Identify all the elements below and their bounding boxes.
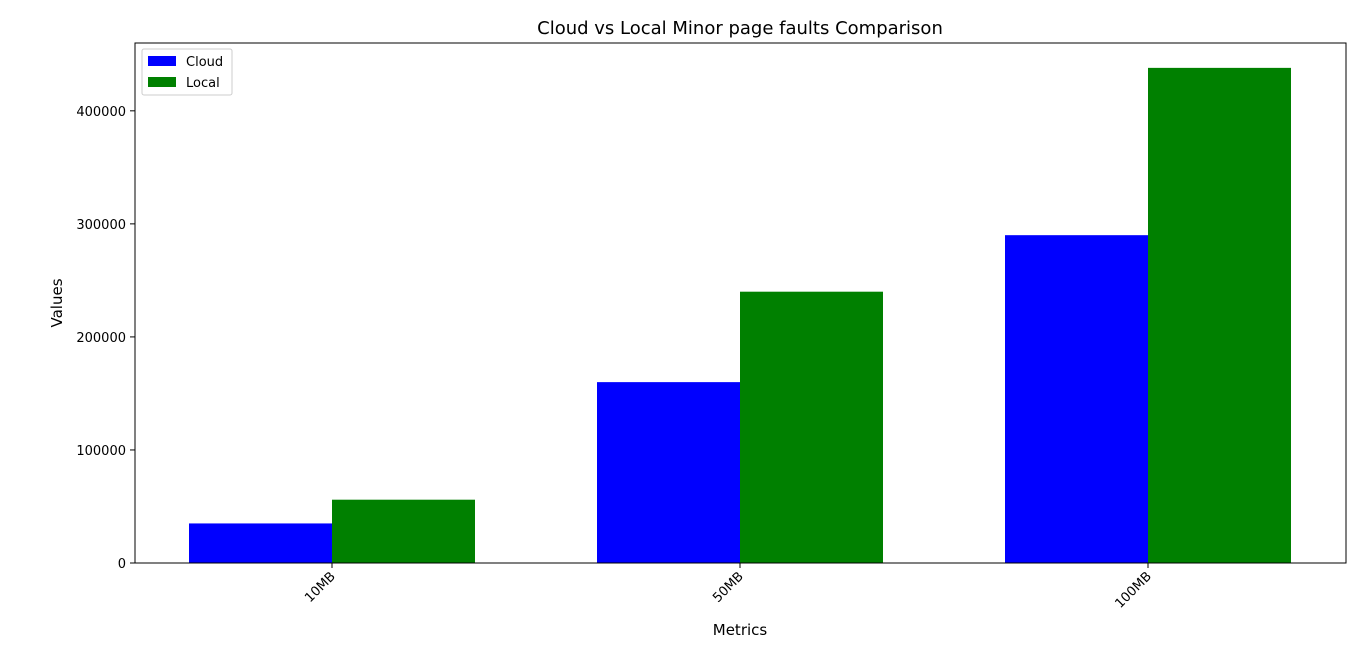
- y-tick-label: 0: [118, 557, 126, 572]
- legend-label-local: Local: [186, 76, 220, 91]
- x-tick-label: 50MB: [710, 569, 747, 606]
- y-tick-label: 100000: [76, 444, 126, 459]
- x-tick-label: 100MB: [1112, 569, 1154, 611]
- y-tick-label: 200000: [76, 331, 126, 346]
- bar-local-10mb: [332, 499, 475, 563]
- bar-cloud-50mb: [597, 382, 740, 563]
- bars: [189, 67, 1291, 563]
- legend-swatch-cloud: [148, 56, 176, 66]
- x-axis: 10MB 50MB 100MB: [302, 563, 1155, 612]
- y-tick-label: 300000: [76, 218, 126, 233]
- legend: Cloud Local: [141, 48, 233, 96]
- legend-label-cloud: Cloud: [186, 55, 223, 70]
- legend-swatch-local: [148, 77, 176, 87]
- bar-cloud-100mb: [1005, 235, 1148, 563]
- bar-local-100mb: [1148, 67, 1291, 563]
- x-axis-label: Metrics: [713, 621, 768, 639]
- chart-title: Cloud vs Local Minor page faults Compari…: [537, 18, 943, 39]
- bar-local-50mb: [740, 291, 883, 563]
- y-axis-label: Values: [48, 278, 66, 327]
- y-tick-label: 400000: [76, 105, 126, 120]
- x-tick-label: 10MB: [302, 569, 339, 606]
- bar-cloud-10mb: [189, 523, 332, 563]
- y-axis: 0 100000 200000 300000 400000: [76, 105, 135, 572]
